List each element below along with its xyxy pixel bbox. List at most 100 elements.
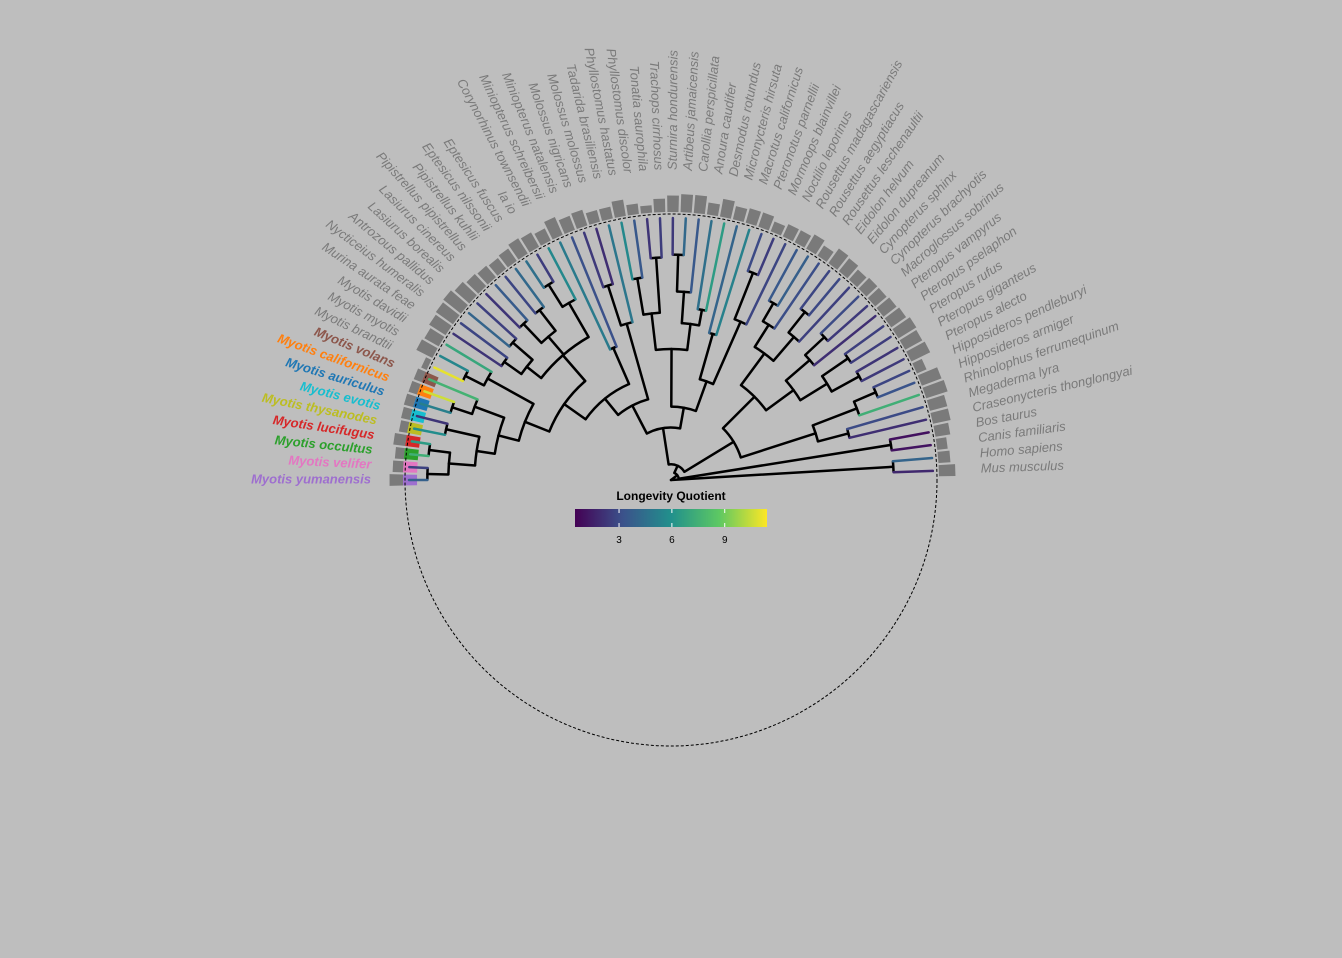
bar-noctilio-leporinus — [782, 224, 799, 242]
tree-branch — [408, 465, 429, 470]
species-label: Myotis yumanensis — [251, 471, 371, 486]
tree-arc — [888, 439, 893, 451]
bar-artibeus-jamaicensis — [680, 194, 694, 213]
tree-branch — [830, 375, 861, 393]
tree-branch — [787, 310, 807, 334]
tree-branch — [843, 325, 885, 356]
bar-rousettus-leschenaultii — [817, 245, 834, 262]
tree-branch — [612, 346, 631, 386]
bar-myotis-myotis — [416, 339, 438, 359]
species-label: Mus musculus — [981, 458, 1065, 476]
tree-branch — [761, 301, 775, 323]
tree-branch — [888, 431, 930, 441]
tree-arc — [632, 276, 643, 281]
tree-branch — [645, 217, 652, 260]
tree-branch — [473, 405, 506, 419]
tree-branch — [811, 407, 859, 427]
legend: Longevity Quotient 3 6 9 — [575, 489, 767, 546]
tree-branch — [603, 397, 620, 417]
bar-myotis-yumanensis — [389, 474, 404, 486]
bar-macrotus-californicus — [745, 208, 762, 226]
bar-ia-io — [520, 232, 540, 253]
bar-cynopterus-brachyotis — [858, 277, 878, 297]
bar-craseonycteris-thonglongyai — [930, 408, 951, 424]
species-label: Artibeus jamaicensis — [680, 50, 702, 171]
tree-branch — [419, 402, 452, 415]
bar-pipistrellus-kuhlii — [488, 258, 507, 276]
tree-branch — [812, 314, 877, 367]
bar-pteropus-giganteus — [899, 330, 923, 350]
tree-branch — [733, 271, 755, 321]
tree-arc — [548, 380, 587, 432]
bar-lasiurus-borealis — [454, 281, 477, 304]
bar-tonatia-saurophila — [640, 205, 653, 214]
tree-arc — [655, 347, 688, 352]
bar-rousettus-aegyptiacus — [806, 234, 825, 255]
tree-branch — [547, 283, 564, 309]
bar-canis-familiaris — [935, 437, 948, 450]
bar-myotis-evotis — [401, 406, 413, 420]
tree-branch — [582, 231, 605, 289]
bar-myotis-brandtii — [421, 357, 432, 370]
tree-branch — [698, 332, 715, 381]
tree-branch — [427, 448, 452, 454]
bar-sturnira-hondurensis — [667, 195, 679, 213]
bar-miniopterus-schreibersii — [544, 217, 563, 240]
bar-myotis-velifer — [392, 460, 404, 473]
tree-arc — [891, 461, 895, 473]
tree-branch — [891, 456, 934, 463]
bar-phyllostomus-discolor — [626, 203, 639, 216]
tree-arc — [697, 307, 707, 312]
tree-branch — [746, 232, 763, 273]
tree-branch — [459, 322, 509, 360]
bar-murina-aurata-feae — [429, 314, 452, 336]
tree-branch — [433, 366, 465, 383]
tree-branch — [661, 426, 670, 466]
tree-branch — [561, 354, 587, 383]
bar-anoura-caudifer — [706, 202, 720, 217]
tree-branch — [767, 248, 798, 302]
bar-ring — [389, 194, 956, 486]
tree-branch — [860, 358, 905, 383]
bar-myotis-davidii — [424, 328, 445, 347]
tree-branch — [797, 286, 851, 343]
bar-myotis-volans — [413, 368, 426, 383]
tree-branch — [438, 354, 470, 373]
tree-branch — [784, 358, 811, 382]
legend-ticks: 3 6 9 — [616, 509, 728, 546]
tree-branch — [504, 275, 537, 315]
bar-pteropus-rufus — [892, 317, 917, 339]
bar-molossus-molossus — [585, 209, 601, 225]
bar-carollia-perspicillata — [693, 195, 708, 215]
bar-macroglossus-sobrinus — [867, 287, 887, 307]
tree-branch — [522, 322, 543, 345]
bar-desmodus-rotundus — [719, 198, 735, 219]
tree-branch — [450, 406, 474, 416]
tree-branch — [536, 253, 555, 283]
bar-corynorhinus-townsendii — [534, 228, 551, 246]
tree-branch — [467, 311, 511, 348]
bar-myotis-auriculus — [403, 393, 417, 408]
bar-megaderma-lyra — [926, 394, 948, 411]
tree-branch — [849, 335, 892, 364]
tree-branch — [680, 290, 686, 325]
tree-branch — [739, 352, 766, 387]
bar-rhinolophus-ferrumequinum — [922, 379, 948, 399]
tree-branch — [562, 402, 587, 421]
bar-hipposideros-armiger — [917, 367, 942, 386]
tree-branch — [756, 237, 775, 277]
tree-branch — [764, 388, 795, 412]
tree-branch — [890, 443, 932, 452]
tree-branch — [826, 304, 869, 343]
tree-branch — [452, 332, 503, 368]
bar-eidolon-dupreanum — [838, 258, 859, 279]
tree-branch — [675, 253, 680, 293]
tree-branch — [739, 432, 817, 459]
tree-branch — [409, 452, 430, 458]
tree-branch — [807, 277, 841, 317]
legend-colorbar — [575, 509, 767, 527]
bar-lasiurus-cinereus — [466, 273, 487, 294]
bar-bos-taurus — [933, 422, 951, 437]
tree-branch — [547, 335, 565, 356]
tree-branch — [412, 427, 447, 437]
